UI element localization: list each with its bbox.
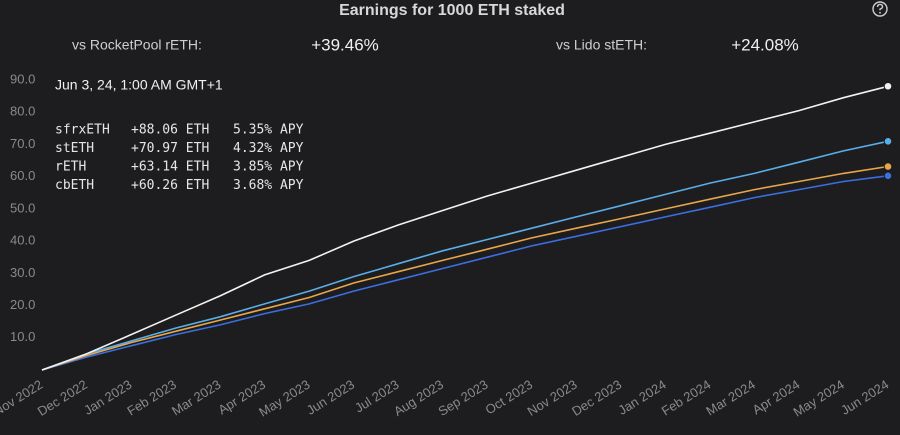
y-tick-label: 70.0 (10, 136, 35, 151)
tooltip-date: Jun 3, 24, 1:00 AM GMT+1 (55, 77, 223, 93)
tooltip-name: sfrxETH (55, 123, 110, 138)
tooltip-name: rETH (55, 160, 86, 175)
y-tick-label: 40.0 (10, 233, 35, 248)
y-tick-label: 20.0 (10, 297, 35, 312)
chart-title: Earnings for 1000 ETH staked (339, 2, 565, 19)
series-line (41, 165, 889, 371)
comparison-label: vs RocketPool rETH: (72, 37, 202, 53)
tooltip-value: +88.06 ETH (131, 123, 209, 138)
tooltip-apy: 4.32% APY (233, 141, 304, 156)
comparison-label: vs Lido stETH: (556, 37, 647, 53)
y-tick-label: 60.0 (10, 168, 35, 183)
comparison-value: +39.46% (311, 35, 379, 54)
comparison-value: +24.08% (731, 35, 799, 54)
tooltip-name: stETH (55, 141, 94, 156)
y-tick-label: 80.0 (10, 104, 35, 119)
y-tick-label: 30.0 (10, 265, 35, 280)
series-line (41, 175, 889, 371)
end-point (883, 81, 893, 91)
help-icon[interactable] (872, 1, 888, 17)
series-line (41, 140, 889, 371)
y-tick-label: 10.0 (10, 329, 35, 344)
tooltip-apy: 3.68% APY (233, 178, 304, 193)
end-point (883, 137, 893, 146)
tooltip-apy: 3.85% APY (233, 160, 304, 175)
tooltip-name: cbETH (55, 178, 94, 193)
tooltip-value: +63.14 ETH (131, 160, 209, 175)
help-circle[interactable] (872, 1, 888, 17)
tooltip-apy: 5.35% APY (233, 123, 304, 138)
tooltip-value: +70.97 ETH (131, 141, 209, 156)
help-glyph[interactable] (876, 3, 884, 11)
end-point (883, 171, 893, 181)
y-tick-label: 90.0 (10, 71, 35, 86)
tooltip-value: +60.26 ETH (131, 178, 209, 193)
help-dot[interactable] (879, 11, 881, 14)
y-tick-label: 50.0 (10, 200, 35, 215)
end-point (883, 162, 893, 171)
series-line (41, 85, 889, 371)
